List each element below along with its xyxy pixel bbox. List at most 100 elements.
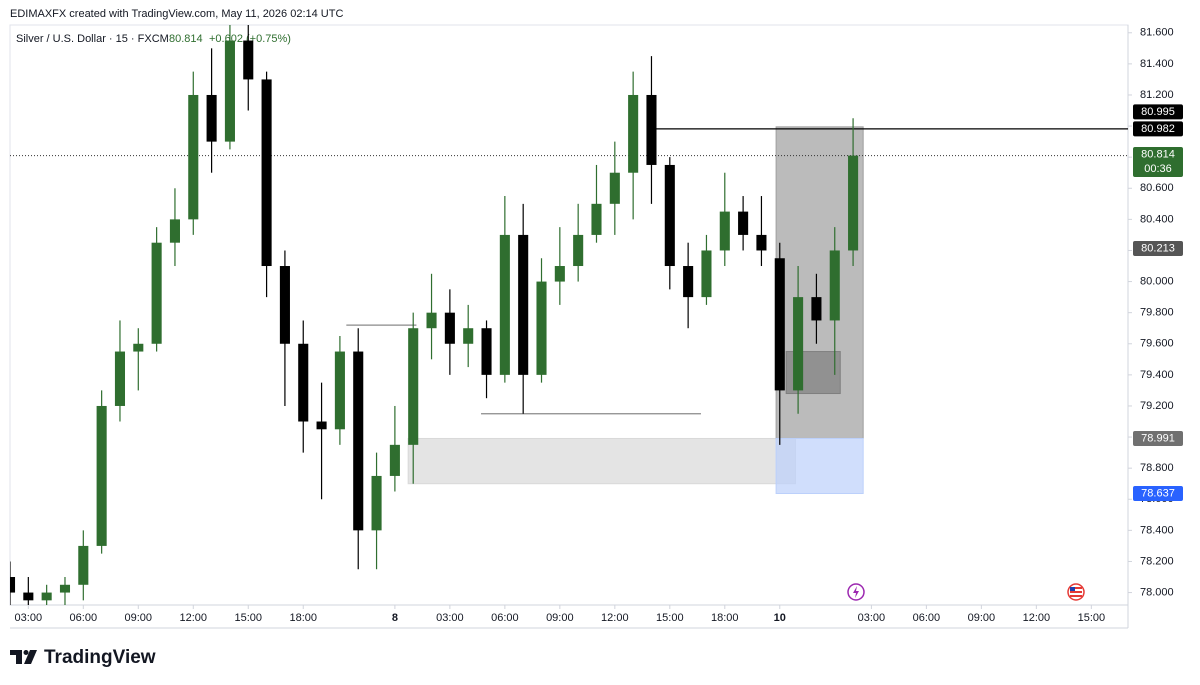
events-icon[interactable] [847,583,865,601]
candle-body [628,94,639,173]
candle-body [811,297,822,321]
attribution: EDIMAXFX created with TradingView.com, M… [10,8,343,20]
logo-mark [24,650,37,664]
x-tick-label: 18:00 [289,612,317,624]
price-label-box [1133,240,1183,256]
price-label-text: 80.213 [1141,242,1175,254]
x-tick-label: 15:00 [1078,612,1106,624]
x-tick-label: 18:00 [711,612,739,624]
candle-body [646,94,657,165]
flag-stripe [1070,591,1082,593]
x-tick-label: 03:00 [436,612,464,624]
candle-body [41,592,52,601]
candle-body [298,343,309,422]
candle-body [793,297,804,391]
x-tick-label: 10 [774,612,786,624]
x-tick-label: 15:00 [656,612,684,624]
brand-name: TradingView [44,647,156,668]
candle-body [573,234,584,267]
price-label-countdown: 00:36 [1144,163,1172,175]
candle-body [664,164,675,267]
x-tick-label: 06:00 [491,612,519,624]
candle-body [756,234,767,251]
candle-body [408,328,419,445]
candle-body [59,584,71,593]
zone [775,437,864,495]
x-tick-label: 12:00 [180,612,208,624]
y-tick-label: 78.800 [1140,462,1174,474]
price-label-box [1133,430,1183,446]
candle-body [683,266,694,298]
y-tick-label: 79.200 [1140,400,1174,412]
price-label: 80.213 [1133,240,1183,256]
candle-body [334,351,345,430]
candle-body [554,266,565,282]
y-tick-label: 81.200 [1140,89,1174,101]
candle-body [261,79,272,267]
x-tick-label: 06:00 [913,612,941,624]
price-label: 80.995 [1133,104,1183,120]
candle-body [738,211,749,235]
logo-dot [23,650,29,655]
y-tick-label: 80.000 [1140,275,1174,287]
x-tick-label: 8 [392,612,398,624]
zone [407,437,796,485]
x-tick-label: 06:00 [70,612,98,624]
candle-body [96,405,107,546]
candle-body [206,94,217,142]
x-tick-label: 09:00 [546,612,574,624]
candle-body [481,328,492,375]
x-tick-label: 15:00 [234,612,262,624]
price-label-text: 78.637 [1141,487,1175,499]
logo-mark [10,650,22,664]
us-event-icon[interactable] [1067,583,1085,601]
price-label-text: 78.991 [1141,432,1175,444]
y-tick-label: 78.400 [1140,524,1174,536]
symbol-title: Silver / U.S. Dollar · 15 · FXCM [16,33,169,45]
candle-body [463,328,474,344]
candle-body [279,266,290,344]
y-tick-label: 78.200 [1140,555,1174,567]
brand-logo[interactable]: TradingView [10,647,156,668]
x-tick-label: 09:00 [125,612,153,624]
candle-body [78,545,89,585]
price-label: 78.991 [1133,430,1183,446]
y-tick-label: 79.400 [1140,369,1174,381]
y-tick-label: 81.600 [1140,27,1174,39]
candle-body [316,421,327,430]
price-label-box [1133,486,1183,502]
x-tick-label: 03:00 [15,612,43,624]
candle-body [499,234,510,375]
x-tick-label: 12:00 [1023,612,1051,624]
candle-body [10,577,16,593]
candle-body [591,203,602,235]
candle-body [829,250,840,321]
candle-body [518,234,529,375]
price-label-box [1133,121,1183,137]
candle-body [133,343,144,352]
x-tick-label: 12:00 [601,612,629,624]
last-price: 80.814 [169,33,203,45]
candle-body [701,250,712,298]
event-icon-bolt [853,586,859,598]
y-tick-label: 80.400 [1140,213,1174,225]
price-label-text: 80.814 [1141,148,1175,160]
candle-body [848,155,859,251]
flag-canton [1070,587,1075,591]
candle-body [371,475,382,531]
plot [10,25,1128,605]
x-tick-label: 09:00 [968,612,996,624]
candle-body [224,40,235,142]
price-label: 78.637 [1133,486,1183,502]
candle-body [536,281,547,375]
price-label: 80.814 00:36 [1133,146,1183,177]
candle-body [23,592,34,601]
y-tick-label: 80.600 [1140,182,1174,194]
candle-body [188,94,199,220]
candle-body [353,351,364,531]
candle-body [243,40,254,80]
price-label: 80.982 [1133,121,1183,137]
